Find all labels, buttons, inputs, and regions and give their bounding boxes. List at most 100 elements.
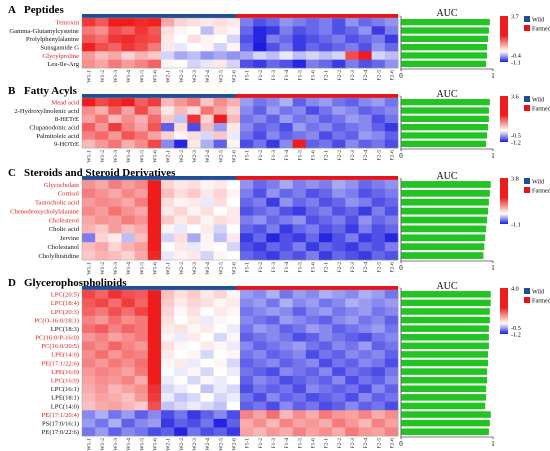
heatmap-cell bbox=[279, 139, 293, 149]
column-label: F1-1 bbox=[245, 150, 251, 161]
heatmap-cell bbox=[108, 375, 122, 385]
column-label: W1-1 bbox=[87, 262, 93, 275]
column-label: W1-4 bbox=[126, 70, 132, 83]
column-label: W1-5 bbox=[139, 70, 145, 83]
heatmap-cell bbox=[292, 43, 307, 52]
heatmap-cell bbox=[121, 188, 135, 199]
heatmap-cell bbox=[253, 324, 267, 334]
row-label: Glycylproline bbox=[42, 53, 79, 60]
column-label: W1-4 bbox=[126, 438, 132, 451]
heatmap-cell bbox=[95, 298, 109, 308]
heatmap-cell bbox=[174, 123, 188, 132]
colorbar bbox=[500, 16, 508, 62]
heatmap-cell bbox=[187, 98, 201, 107]
heatmap-cell bbox=[253, 180, 267, 190]
auc-bar bbox=[401, 181, 491, 188]
heatmap-cell bbox=[200, 34, 214, 44]
column-label: W2-2 bbox=[179, 262, 185, 275]
heatmap-cell bbox=[121, 139, 135, 149]
heatmap-cell bbox=[319, 180, 333, 190]
heatmap-cell bbox=[332, 251, 346, 261]
panel-c: C Steroids and Steroid Derivatives AUCGlyc… bbox=[8, 167, 550, 275]
heatmap-cell bbox=[319, 324, 333, 334]
heatmap-cell bbox=[319, 418, 333, 428]
heatmap-cell bbox=[332, 34, 346, 44]
heatmap-cell bbox=[384, 180, 399, 190]
colorbar-tick-label: -0.4 bbox=[511, 53, 521, 60]
heatmap-cell bbox=[240, 139, 254, 149]
heatmap-cell bbox=[134, 26, 149, 35]
heatmap-cell bbox=[187, 332, 201, 342]
heatmap-cell bbox=[384, 427, 399, 437]
heatmap-cell bbox=[332, 18, 346, 27]
column-label: F1-6 bbox=[310, 70, 316, 81]
legend-label-wild: Wild bbox=[532, 97, 545, 104]
row-label: PE(17:1/20:4) bbox=[42, 412, 79, 419]
heatmap-cell bbox=[358, 418, 372, 428]
heatmap-cell bbox=[187, 350, 201, 360]
heatmap-cell bbox=[174, 375, 188, 385]
heatmap-cell bbox=[345, 341, 359, 351]
column-label: F1-4 bbox=[284, 150, 290, 161]
heatmap-cell bbox=[358, 18, 372, 27]
row-label: Mead acid bbox=[51, 99, 79, 106]
group-bar-farmed bbox=[236, 286, 398, 290]
heatmap-cell bbox=[371, 401, 386, 411]
heatmap-cell bbox=[95, 233, 109, 243]
panel-letter: B bbox=[8, 85, 16, 97]
heatmap-cell bbox=[174, 410, 188, 420]
heatmap-cell bbox=[371, 341, 386, 351]
heatmap-cell bbox=[358, 233, 372, 243]
heatmap-cell bbox=[121, 123, 135, 132]
heatmap-cell bbox=[134, 206, 149, 216]
heatmap-cell bbox=[161, 197, 175, 207]
heatmap-cell bbox=[82, 180, 96, 190]
row-label: PC(O-16:0/18:1) bbox=[34, 317, 79, 324]
heatmap-cell bbox=[174, 332, 188, 342]
heatmap-cell bbox=[213, 358, 228, 368]
heatmap-cell bbox=[240, 18, 254, 27]
heatmap-cell bbox=[305, 131, 320, 140]
heatmap-cell bbox=[345, 393, 359, 402]
column-label: W1-2 bbox=[100, 262, 106, 275]
heatmap-cell bbox=[253, 251, 267, 261]
heatmap-cell bbox=[384, 341, 399, 351]
heatmap-cell bbox=[187, 224, 201, 234]
heatmap-cell bbox=[134, 384, 149, 394]
heatmap-cell bbox=[371, 358, 386, 368]
legend-swatch-farmed bbox=[524, 25, 530, 31]
heatmap-cell bbox=[384, 324, 399, 334]
heatmap-cell bbox=[253, 51, 267, 60]
heatmap-cell bbox=[95, 224, 109, 234]
heatmap-cell bbox=[384, 307, 399, 317]
heatmap-cell bbox=[358, 224, 372, 234]
heatmap-cell bbox=[134, 242, 149, 252]
heatmap-cell bbox=[292, 180, 307, 190]
column-label: F2-2 bbox=[337, 438, 343, 449]
heatmap-cell bbox=[345, 358, 359, 368]
heatmap-cell bbox=[200, 410, 214, 420]
heatmap-cell bbox=[134, 332, 149, 342]
heatmap-cell bbox=[134, 341, 149, 351]
heatmap-cell bbox=[82, 114, 96, 124]
heatmap-cell bbox=[253, 298, 267, 308]
heatmap-cell bbox=[358, 324, 372, 334]
heatmap-cell bbox=[384, 332, 399, 342]
auc-bar bbox=[401, 124, 488, 131]
heatmap-cell bbox=[108, 139, 122, 149]
heatmap-cell bbox=[200, 350, 214, 360]
heatmap-cell bbox=[161, 393, 175, 402]
heatmap-cell bbox=[200, 139, 214, 149]
heatmap-cell bbox=[82, 224, 96, 234]
heatmap-cell bbox=[226, 123, 241, 132]
heatmap-cell bbox=[121, 324, 135, 334]
column-label: W2-4 bbox=[205, 262, 211, 275]
heatmap-cell bbox=[226, 206, 241, 216]
heatmap-cell bbox=[147, 114, 162, 124]
heatmap-cell bbox=[200, 290, 214, 299]
heatmap-cell bbox=[174, 34, 188, 44]
heatmap-cell bbox=[292, 393, 307, 402]
heatmap-cell bbox=[95, 242, 109, 252]
column-label: W2-2 bbox=[179, 70, 185, 83]
heatmap-cell bbox=[371, 393, 386, 402]
